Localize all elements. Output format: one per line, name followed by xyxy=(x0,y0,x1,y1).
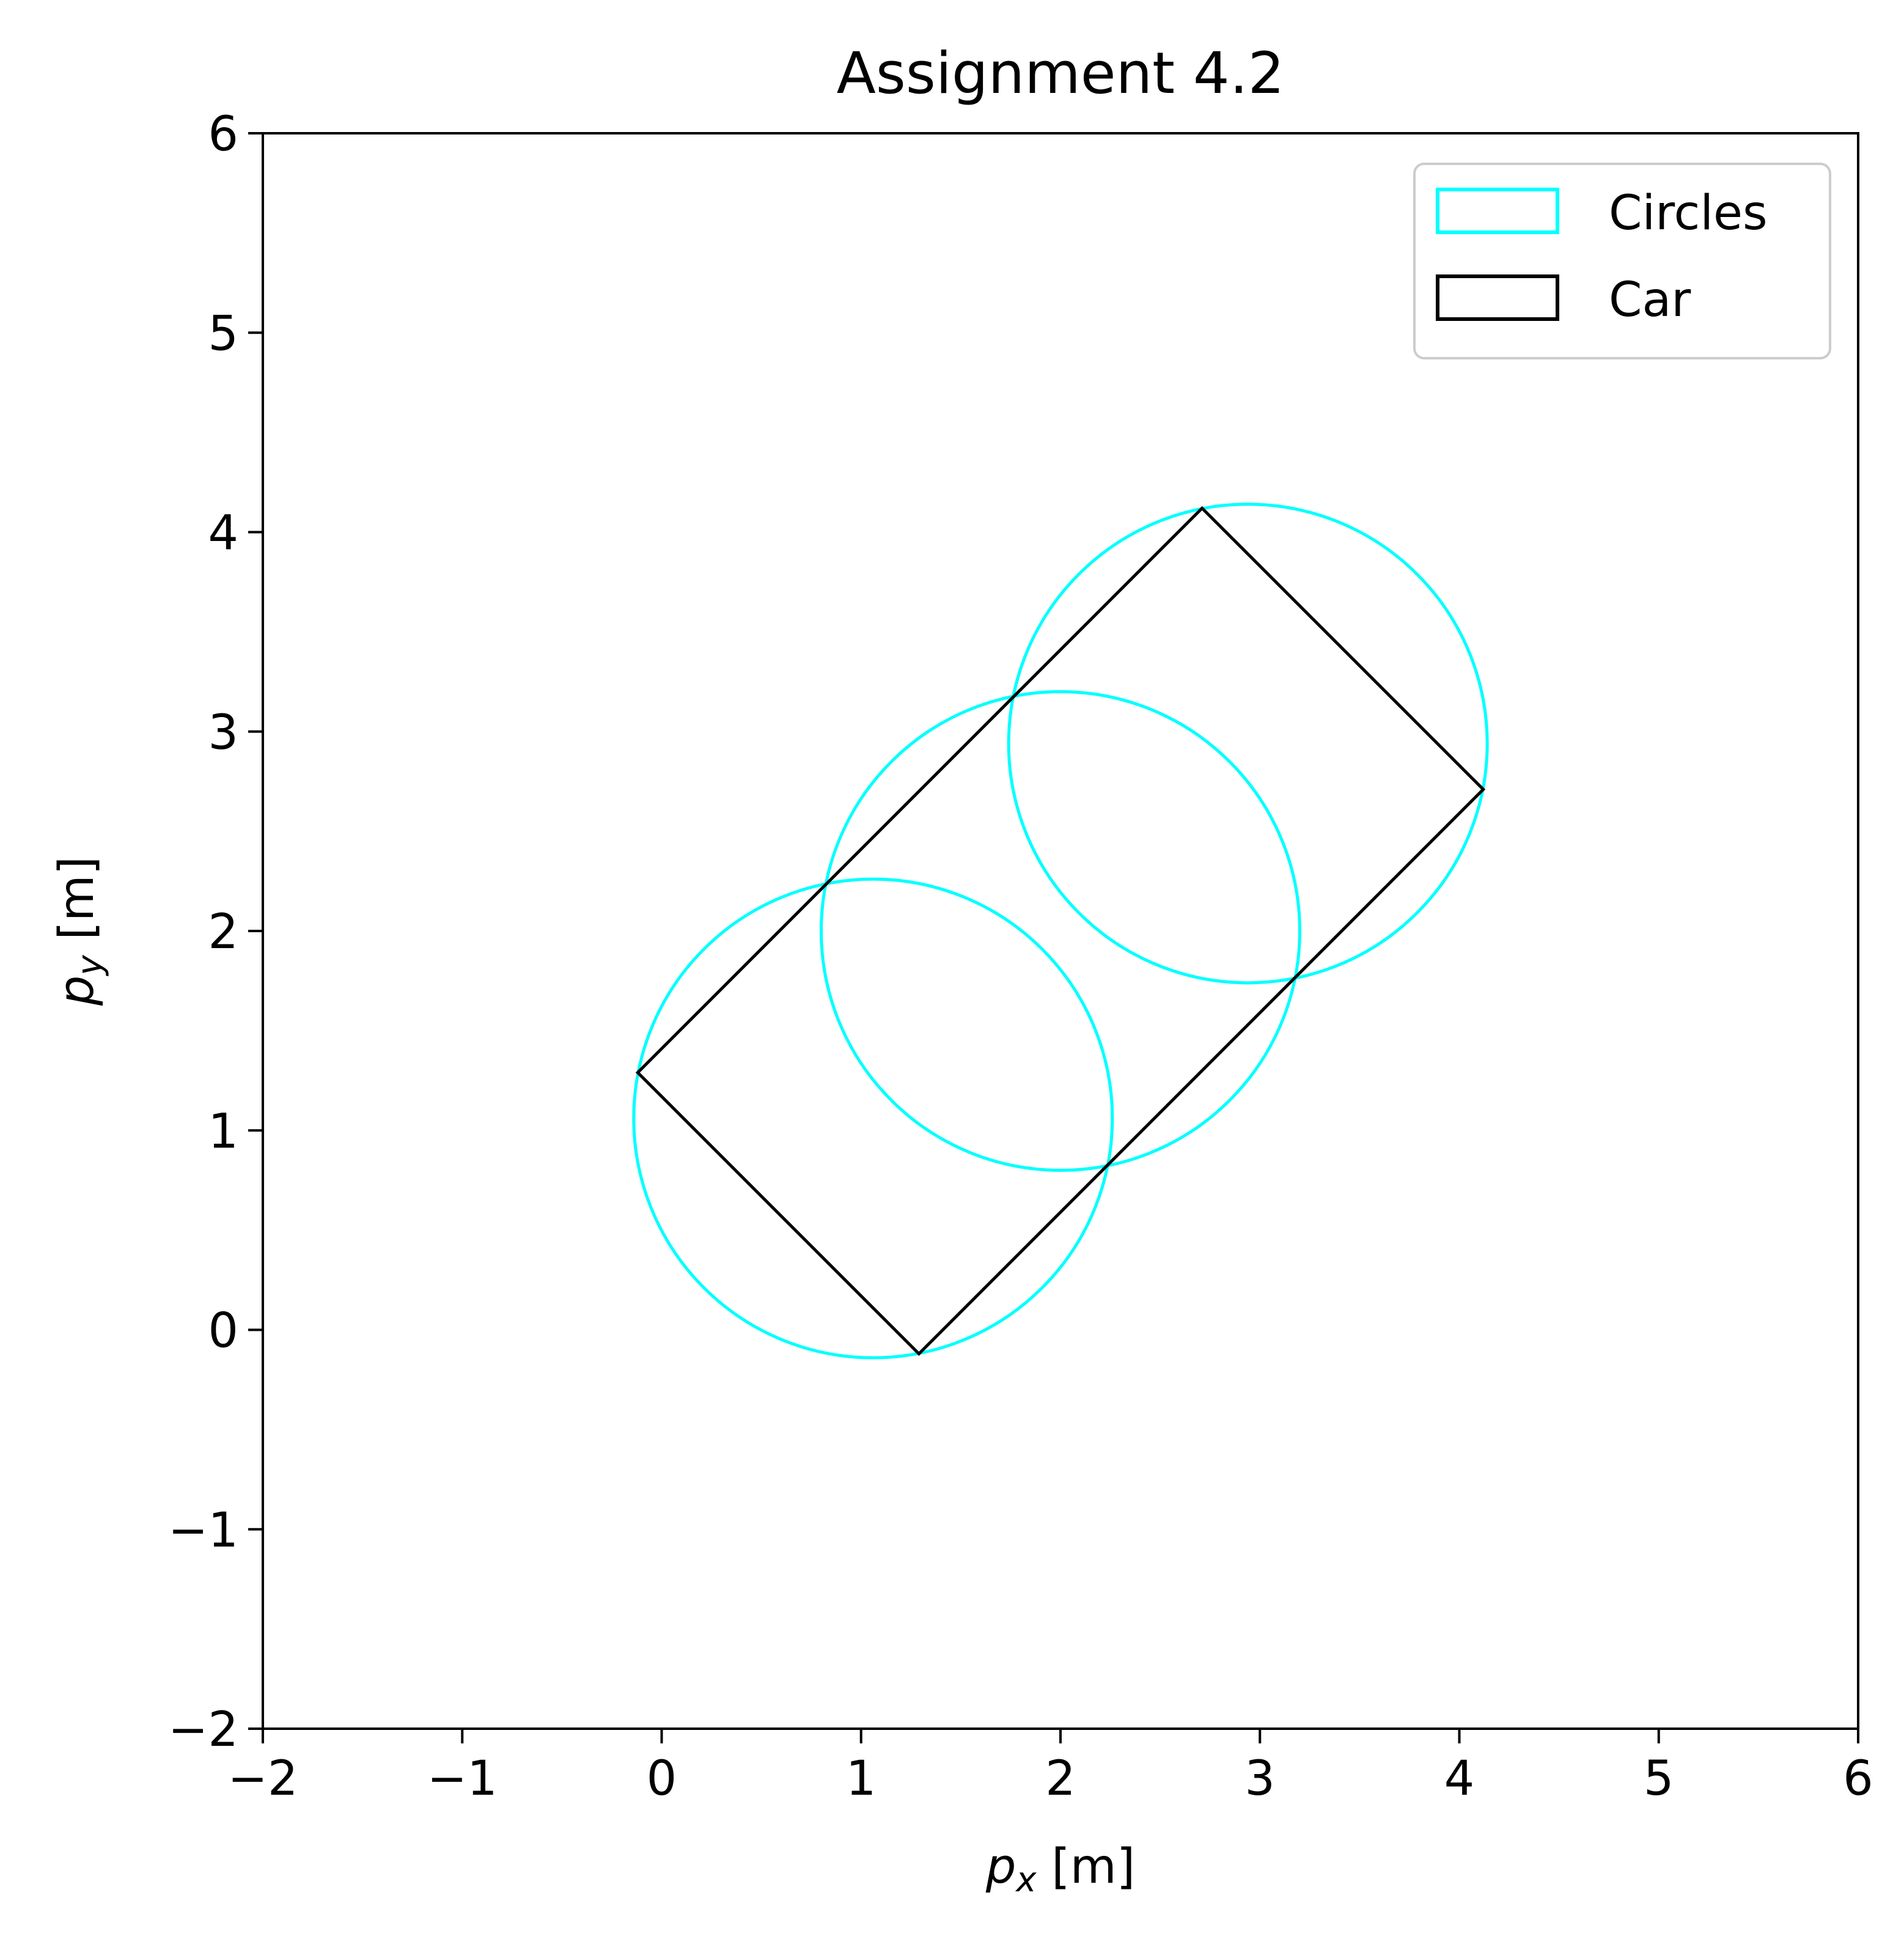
legend-label-car: Car xyxy=(1609,273,1691,328)
y-tick-label: 1 xyxy=(208,1104,238,1159)
circle-3 xyxy=(1007,502,1489,985)
legend-swatch-circles xyxy=(1436,188,1559,234)
y-axis-label-var: p xyxy=(50,976,105,1007)
y-tick-label: 6 xyxy=(208,107,238,162)
x-axis-label-sub: x xyxy=(1015,1860,1037,1900)
x-tick-label: 2 xyxy=(1045,1751,1076,1806)
axes-frame xyxy=(262,132,1859,1730)
y-tick-label: −2 xyxy=(168,1702,238,1757)
x-tick-label: 0 xyxy=(647,1751,677,1806)
legend-frame xyxy=(1413,163,1831,359)
x-tick-label: 4 xyxy=(1444,1751,1475,1806)
y-axis-label-sub: y xyxy=(70,955,110,977)
x-tick-label: −2 xyxy=(228,1751,298,1806)
plot-area xyxy=(632,502,1489,1360)
car-outline xyxy=(635,506,1486,1356)
circle-1 xyxy=(632,877,1114,1360)
x-axis-label-var: p xyxy=(985,1839,1016,1894)
legend-label-circles: Circles xyxy=(1609,186,1768,241)
x-tick-label: −1 xyxy=(427,1751,498,1806)
legend: Circles Car xyxy=(1413,163,1831,359)
y-tick-label: 5 xyxy=(208,306,238,361)
y-tick-label: 0 xyxy=(208,1304,238,1359)
y-tick-label: 3 xyxy=(208,705,238,760)
y-axis-label: py [m] xyxy=(50,856,110,1006)
x-tick-label: 6 xyxy=(1843,1751,1873,1806)
x-axis-label-unit: [m] xyxy=(1037,1839,1136,1894)
y-tick-label: 4 xyxy=(208,506,238,561)
x-tick-label: 5 xyxy=(1644,1751,1674,1806)
y-axis-label-unit: [m] xyxy=(50,856,105,955)
x-tick-label: 1 xyxy=(846,1751,877,1806)
legend-swatch-car xyxy=(1436,274,1559,321)
axis-ticks: −2 −1 0 1 2 3 4 5 6 −2 −1 0 1 2 3 4 5 6 xyxy=(168,107,1873,1806)
circle-2 xyxy=(820,690,1301,1172)
x-tick-label: 3 xyxy=(1244,1751,1275,1806)
chart-title: Assignment 4.2 xyxy=(837,40,1285,107)
y-tick-label: −1 xyxy=(168,1503,238,1558)
y-tick-label: 2 xyxy=(208,905,238,960)
x-axis-label: px [m] xyxy=(985,1839,1135,1900)
